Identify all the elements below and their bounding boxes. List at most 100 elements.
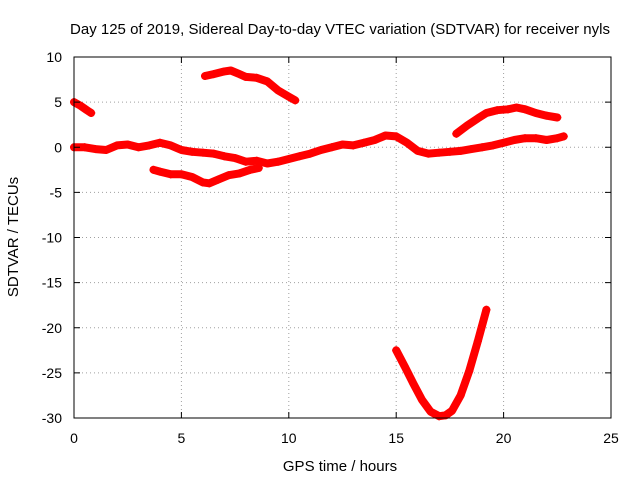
data-point	[488, 141, 497, 150]
x-tick-label: 0	[70, 430, 78, 446]
data-point	[205, 179, 214, 188]
data-point	[493, 106, 502, 115]
data-point	[177, 170, 186, 179]
data-point	[448, 406, 457, 415]
data-point	[465, 367, 474, 376]
data-point	[445, 147, 454, 156]
chart-title: Day 125 of 2019, Sidereal Day-to-day VTE…	[70, 21, 610, 38]
data-point	[220, 67, 229, 76]
data-point	[80, 143, 89, 152]
data-point	[166, 170, 175, 179]
data-point	[166, 141, 175, 150]
data-point	[413, 146, 422, 155]
axis-ticks: 0 5 10 15 20 25 10 5 0 -5 -10 -15 -20 -25 -30	[42, 49, 619, 446]
x-tick-label: 20	[496, 430, 512, 446]
data-point	[521, 105, 530, 114]
data-point	[467, 145, 476, 154]
data-point	[231, 154, 240, 163]
data-series	[70, 66, 568, 421]
data-point	[198, 178, 207, 187]
data-point	[188, 147, 197, 156]
data-point	[306, 149, 315, 158]
x-tick-label: 10	[281, 430, 297, 446]
data-point	[82, 106, 91, 115]
y-tick-label: -30	[42, 410, 62, 426]
data-point	[473, 337, 482, 346]
data-point	[291, 96, 300, 105]
data-point	[224, 171, 233, 180]
series-baseline	[70, 131, 568, 168]
data-point	[510, 136, 519, 145]
data-point	[252, 73, 261, 82]
data-point	[478, 143, 487, 152]
data-point	[252, 156, 261, 165]
data-point	[553, 134, 562, 143]
data-point	[370, 136, 379, 145]
data-point	[235, 169, 244, 178]
x-axis-label: GPS time / hours	[283, 458, 397, 475]
data-point	[209, 149, 218, 158]
data-point	[102, 145, 111, 154]
data-point	[512, 103, 521, 112]
y-axis-label: SDTVAR / TECUs	[5, 177, 22, 297]
data-point	[149, 165, 158, 174]
y-tick-label: 0	[54, 139, 62, 155]
data-point	[349, 141, 358, 150]
y-tick-label: -10	[42, 230, 62, 246]
data-point	[198, 148, 207, 157]
data-point	[112, 141, 121, 150]
data-point	[241, 157, 250, 166]
data-point	[263, 77, 272, 86]
data-point	[542, 111, 551, 120]
data-point	[284, 92, 293, 101]
y-tick-label: -20	[42, 320, 62, 336]
data-point	[482, 305, 491, 314]
data-point	[503, 105, 512, 114]
data-point	[177, 145, 186, 154]
data-point	[417, 395, 426, 404]
data-point	[134, 143, 143, 152]
data-point	[246, 165, 255, 174]
series-lower-arc	[149, 164, 263, 188]
data-point	[463, 121, 472, 130]
data-point	[542, 136, 551, 145]
data-point	[87, 108, 96, 117]
data-point	[254, 164, 263, 173]
series-trace	[70, 98, 96, 117]
data-point	[226, 66, 235, 75]
data-point	[424, 149, 433, 158]
data-point	[559, 132, 568, 141]
data-point	[381, 131, 390, 140]
y-tick-label: 5	[54, 94, 62, 110]
y-tick-label: -5	[50, 184, 63, 200]
x-tick-label: 15	[388, 430, 404, 446]
series-evening-arc	[452, 103, 562, 138]
data-point	[155, 138, 164, 147]
x-tick-label: 5	[178, 430, 186, 446]
series-dip-curve	[392, 305, 491, 421]
data-point	[392, 132, 401, 141]
data-point	[220, 152, 229, 161]
y-tick-label: 10	[46, 49, 62, 65]
data-point	[274, 157, 283, 166]
data-point	[91, 145, 100, 154]
data-point	[553, 113, 562, 122]
data-point	[473, 114, 482, 123]
data-point	[531, 134, 540, 143]
data-point	[188, 173, 197, 182]
data-point	[402, 138, 411, 147]
data-point	[435, 412, 444, 421]
data-point	[284, 154, 293, 163]
data-point	[201, 71, 210, 80]
data-point	[338, 140, 347, 149]
data-point	[482, 108, 491, 117]
data-point	[76, 101, 85, 110]
data-point	[155, 167, 164, 176]
data-point	[456, 391, 465, 400]
y-tick-label: -15	[42, 275, 62, 291]
data-point	[263, 159, 272, 168]
data-point	[531, 108, 540, 117]
data-point	[392, 346, 401, 355]
